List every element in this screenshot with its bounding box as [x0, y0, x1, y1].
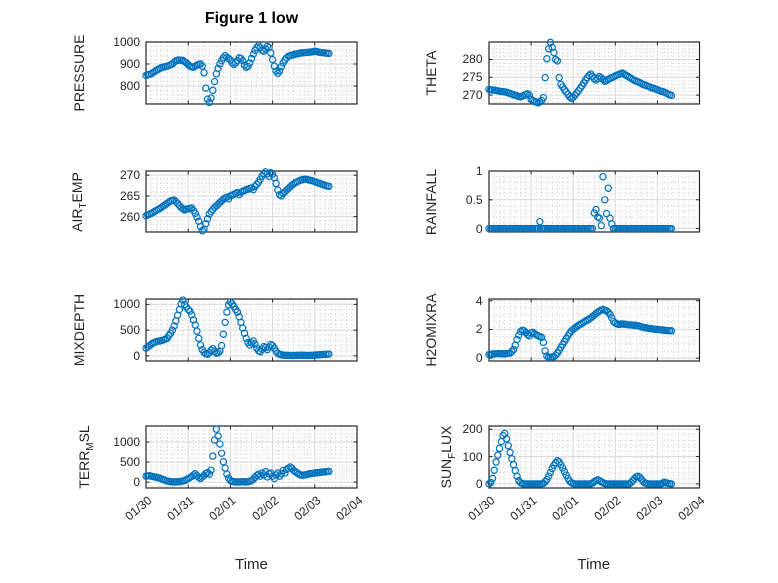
y-tick-label: 270	[119, 168, 140, 183]
y-tick-label: 0.5	[465, 192, 483, 207]
y-tick-label: 1	[475, 164, 483, 178]
subplot-terr-msl	[142, 425, 358, 489]
y-tick-label: 1000	[113, 297, 140, 312]
y-tick-label: 270	[462, 88, 483, 103]
y-tick-label: 275	[462, 70, 483, 85]
subplot-air-temp	[142, 168, 358, 235]
ylabel-terr-msl: TERRMSL	[76, 425, 96, 489]
y-tick-label: 2	[475, 322, 483, 337]
x-axis-label-left: Time	[235, 556, 268, 573]
series-mixdepth-markers	[142, 296, 333, 360]
y-tick-label: 265	[119, 188, 140, 203]
y-tick-label: 0	[133, 348, 140, 363]
y-tick-label: 280	[462, 52, 483, 67]
series-h2omixra-markers	[484, 305, 675, 362]
series-sun-flux-markers	[484, 429, 675, 488]
subplot-mixdepth	[142, 296, 358, 362]
y-tick-label: 0	[475, 221, 483, 236]
subplot-rainfall	[484, 170, 700, 233]
y-tick-label: 1000	[113, 435, 140, 450]
y-tick-label: 0	[133, 475, 140, 490]
ylabel-sun-flux: SUNFLUX	[438, 425, 458, 489]
y-tick-label: 100	[462, 449, 483, 464]
y-tick-label: 1000	[113, 35, 140, 49]
subplot-theta	[484, 38, 700, 107]
y-tick-label: 500	[119, 323, 140, 338]
subplot-pressure	[142, 41, 358, 107]
series-air-temp-markers	[142, 168, 333, 235]
y-tick-label: 200	[462, 422, 483, 437]
x-axis-label-right: Time	[577, 556, 611, 573]
figure-title: Figure 1 low	[204, 10, 299, 27]
subplot-h2omixra	[484, 298, 700, 362]
subplot-sun-flux	[484, 425, 700, 489]
series-pressure-markers	[142, 42, 333, 107]
y-tick-label: 500	[119, 455, 140, 470]
series-terr-msl-markers	[142, 425, 333, 486]
series-rainfall-markers	[484, 173, 675, 233]
y-tick-label: 4	[475, 293, 483, 308]
y-tick-label: 0	[475, 476, 483, 491]
y-tick-label: 260	[119, 209, 140, 224]
y-tick-label: 0	[475, 351, 483, 366]
y-tick-label: 900	[119, 56, 140, 71]
y-tick-label: 800	[119, 78, 140, 93]
series-theta-markers	[484, 38, 675, 107]
